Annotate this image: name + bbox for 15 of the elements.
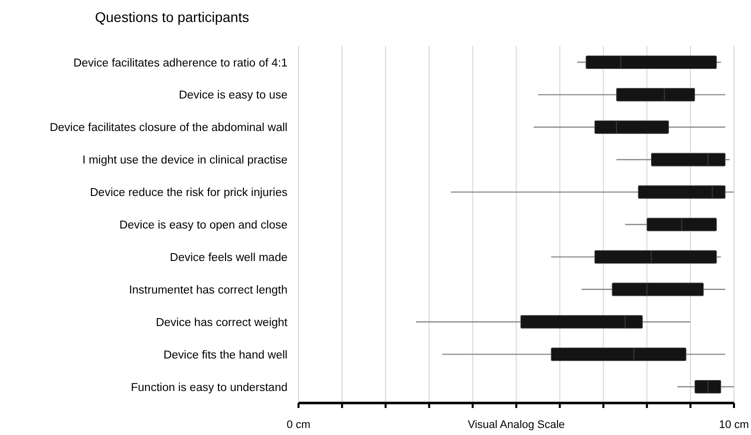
y-tick-label: Device is easy to open and close bbox=[119, 220, 288, 232]
y-tick-label: Device feels well made bbox=[170, 252, 288, 264]
y-tick-label: Device fits the hand well bbox=[163, 349, 288, 362]
y-tick-label: Device has correct weight bbox=[156, 316, 288, 329]
y-tick-label: Instrumentet has correct length bbox=[128, 284, 288, 296]
y-tick-label: Device facilitates adherence to ratio of 4:1 bbox=[73, 57, 288, 70]
x-tick-label: 10 cm bbox=[719, 419, 749, 431]
x-tick-label: 0 cm bbox=[286, 419, 310, 431]
x-axis-title: Visual Analog Scale bbox=[468, 419, 565, 431]
y-tick-label: Function is easy to understand bbox=[130, 382, 288, 394]
y-tick-label: Device reduce the risk for prick injuries bbox=[90, 187, 288, 200]
y-tick-label: I might use the device in clinical practise bbox=[82, 154, 288, 167]
text: Questions to participants bbox=[95, 9, 250, 25]
y-tick-label: Device facilitates closure of the abdominal wall bbox=[50, 122, 288, 134]
y-tick-label: Device is easy to use bbox=[178, 90, 288, 102]
